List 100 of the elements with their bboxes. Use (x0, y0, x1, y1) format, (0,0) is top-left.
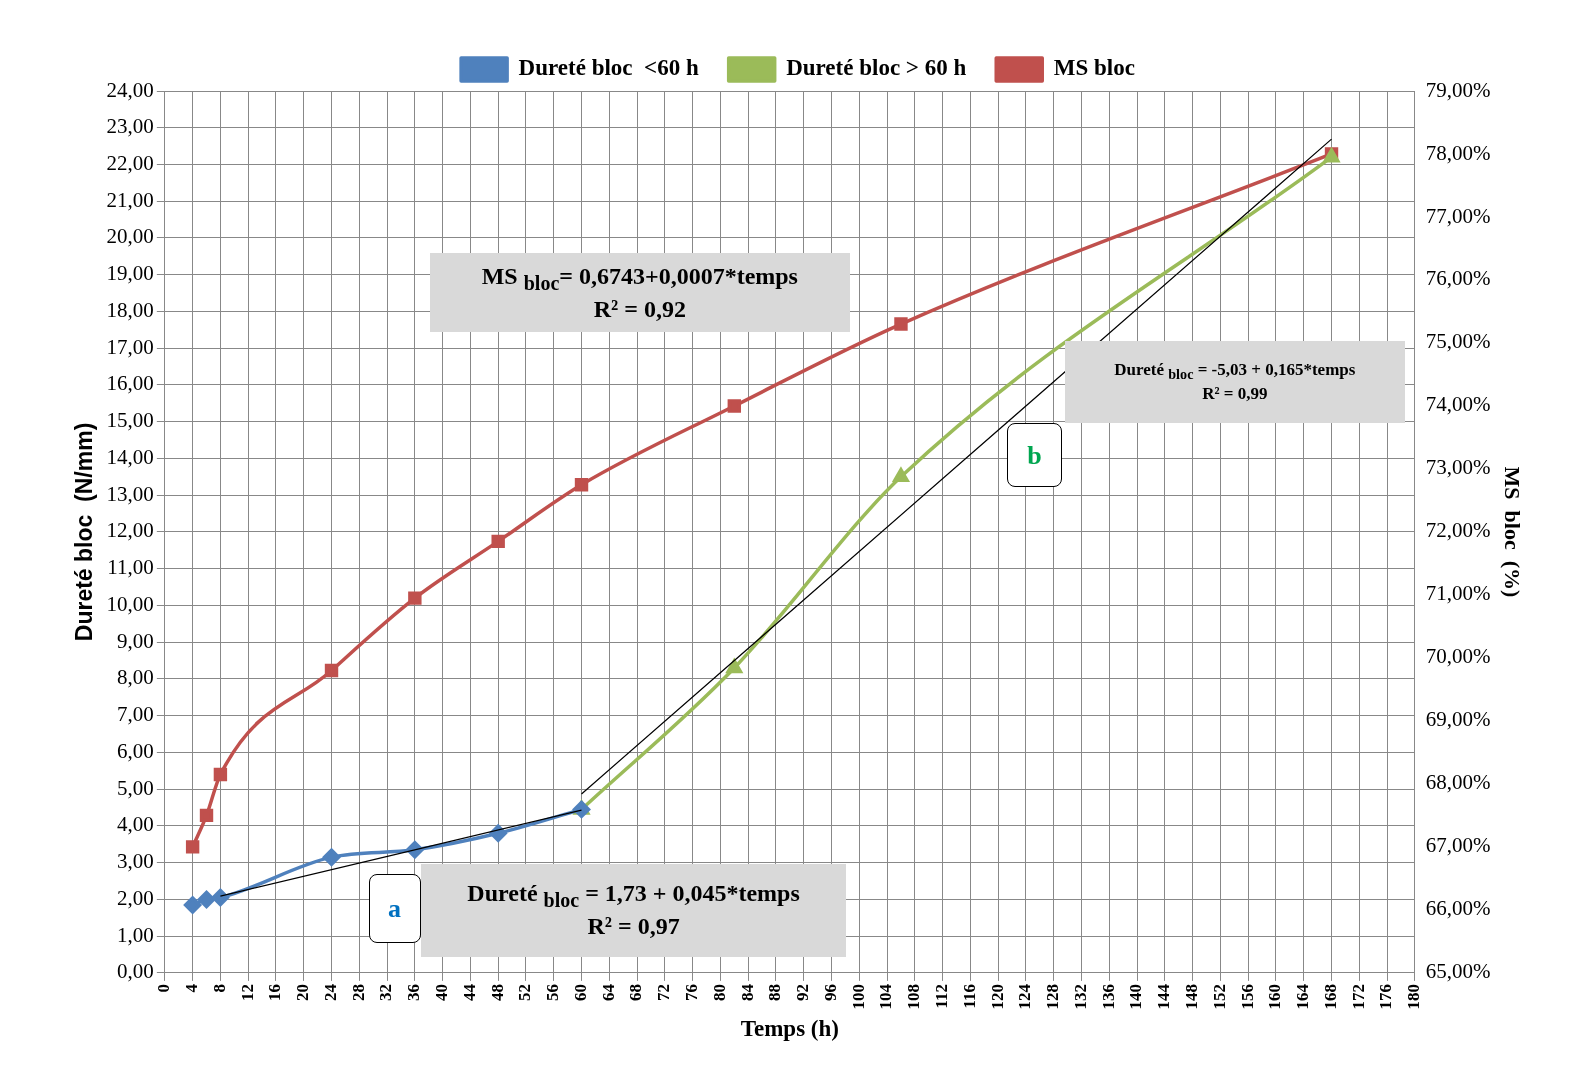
y2-tick-label: 75,00% (1425, 329, 1491, 354)
y-tick-label: 6,00 (117, 738, 154, 763)
y-tick-label: 15,00 (106, 408, 154, 433)
y-tick-label: 0,00 (117, 959, 154, 984)
x-tick-label: 28 (348, 983, 368, 1001)
y-tick-label: 17,00 (106, 334, 154, 359)
y2-tick-label: 70,00% (1425, 644, 1491, 669)
y2-tick-label: 74,00% (1425, 392, 1491, 417)
y2-tick-label: 79,00% (1425, 77, 1491, 102)
y-tick-label: 19,00 (106, 261, 154, 286)
y2-tick-label: 73,00% (1425, 455, 1491, 480)
x-tick-label: 40 (432, 983, 452, 1001)
x-tick-label: 140 (1126, 983, 1146, 1010)
y-tick-label: 14,00 (106, 444, 154, 469)
y-tick-label: 18,00 (106, 297, 154, 322)
x-tick-label: 12 (237, 983, 257, 1001)
y2-tick-label: 77,00% (1425, 203, 1491, 228)
x-tick-label: 36 (404, 983, 424, 1001)
x-tick-label: 0 (154, 983, 174, 993)
y2-tick-label: 67,00% (1425, 833, 1491, 858)
x-tick-label: 120 (987, 983, 1007, 1010)
x-tick-label: 160 (1265, 983, 1285, 1010)
y2-tick-label: 69,00% (1425, 707, 1491, 732)
x-tick-label: 24 (320, 983, 340, 1001)
x-tick-label: 116 (959, 983, 979, 1009)
x-tick-label: 56 (543, 983, 563, 1001)
y2-tick-label: 76,00% (1425, 266, 1491, 291)
y2-tick-label: 65,00% (1425, 959, 1491, 984)
equation-box: Dureté $_{bloc}$ = 1,73 + 0,045*temps R² = 0,97 (421, 863, 847, 957)
y-tick-label: 12,00 (106, 518, 154, 543)
y-tick-label: 23,00 (106, 114, 154, 139)
y2-axis-title: MS bloc (%) (1500, 466, 1526, 598)
x-tick-label: 144 (1154, 983, 1174, 1010)
y-tick-label: 4,00 (117, 812, 154, 837)
y-tick-label: 9,00 (117, 628, 154, 653)
x-tick-label: 132 (1070, 983, 1090, 1010)
x-tick-label: 180 (1404, 983, 1424, 1010)
x-tick-label: 148 (1182, 983, 1202, 1010)
x-tick-label: 68 (626, 983, 646, 1001)
y2-tick-label: 72,00% (1425, 518, 1491, 543)
y-tick-label: 2,00 (117, 885, 154, 910)
equation-box: Dureté $_{bloc}$ = -5,03 + 0,165*temps R² = 0,99 (1064, 340, 1405, 424)
y-tick-label: 10,00 (106, 591, 154, 616)
legend-label: MS bloc (1053, 55, 1135, 81)
x-tick-label: 128 (1043, 983, 1063, 1010)
y2-tick-label: 71,00% (1425, 581, 1491, 606)
x-tick-label: 84 (737, 983, 757, 1001)
callout-box: b (1007, 423, 1062, 488)
y-tick-label: 20,00 (106, 224, 154, 249)
x-tick-label: 80 (709, 983, 729, 1001)
x-tick-label: 4 (182, 983, 202, 993)
x-tick-label: 60 (570, 983, 590, 1001)
x-tick-label: 20 (293, 983, 313, 1001)
legend-label: Dureté bloc > 60 h (786, 55, 967, 81)
x-axis-title: Temps (h) (740, 1016, 839, 1042)
x-tick-label: 104 (876, 983, 896, 1010)
y-tick-label: 13,00 (106, 481, 154, 506)
y-tick-label: 11,00 (107, 555, 154, 580)
x-tick-label: 92 (793, 983, 813, 1001)
annotation: MS $_{bloc}$= 0,6743+0,0007*temps R² = 0,92 (481, 261, 798, 324)
x-tick-label: 124 (1015, 983, 1035, 1010)
x-tick-label: 164 (1293, 983, 1313, 1010)
x-tick-label: 8 (209, 983, 229, 993)
x-tick-label: 172 (1348, 983, 1368, 1010)
annotation: a (388, 893, 402, 925)
x-tick-label: 32 (376, 983, 396, 1001)
y-tick-label: 21,00 (106, 187, 154, 212)
x-tick-label: 52 (515, 983, 535, 1001)
x-tick-label: 156 (1237, 983, 1257, 1010)
x-tick-label: 168 (1320, 983, 1340, 1010)
x-tick-label: 72 (654, 983, 674, 1001)
x-tick-label: 112 (932, 983, 952, 1009)
x-tick-label: 136 (1098, 983, 1118, 1010)
y-tick-label: 7,00 (117, 702, 154, 727)
equation-box: MS $_{bloc}$= 0,6743+0,0007*temps R² = 0,92 (429, 253, 850, 332)
x-tick-label: 44 (459, 983, 479, 1001)
y-tick-label: 8,00 (117, 665, 154, 690)
y2-tick-label: 66,00% (1425, 896, 1491, 921)
x-tick-label: 16 (265, 983, 285, 1001)
x-tick-label: 152 (1209, 983, 1229, 1010)
x-tick-label: 100 (848, 983, 868, 1010)
callout-box: a (368, 874, 421, 944)
x-tick-label: 108 (904, 983, 924, 1010)
y-tick-label: 22,00 (106, 151, 154, 176)
x-tick-label: 88 (765, 983, 785, 1001)
y2-tick-label: 68,00% (1425, 770, 1491, 795)
x-tick-label: 176 (1376, 983, 1396, 1010)
annotation: Dureté $_{bloc}$ = 1,73 + 0,045*temps R² = 0,97 (467, 879, 800, 942)
legend-label: Dureté bloc <60 h (518, 55, 699, 81)
annotation: b (1027, 439, 1042, 471)
x-tick-label: 76 (682, 983, 702, 1001)
y-tick-label: 5,00 (117, 775, 154, 800)
x-tick-label: 64 (598, 983, 618, 1001)
annotation: Dureté $_{bloc}$ = -5,03 + 0,165*temps R² = 0,99 (1114, 360, 1356, 404)
y-tick-label: 16,00 (106, 371, 154, 396)
y-tick-label: 1,00 (117, 922, 154, 947)
x-tick-label: 48 (487, 983, 507, 1001)
y-tick-label: 24,00 (106, 77, 154, 102)
y-tick-label: 3,00 (117, 849, 154, 874)
x-tick-label: 96 (820, 983, 840, 1001)
